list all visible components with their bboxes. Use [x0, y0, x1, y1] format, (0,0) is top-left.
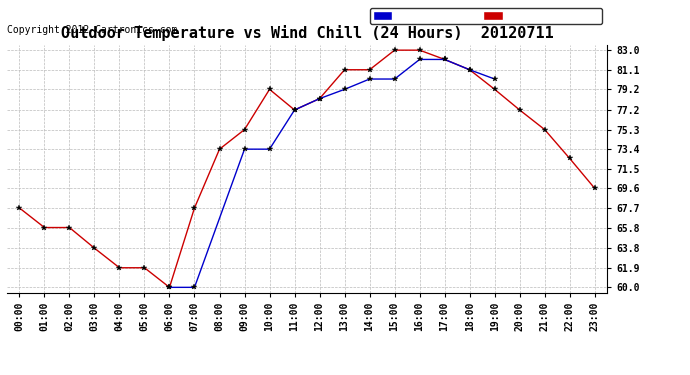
Text: Copyright 2012 Cartronics.com: Copyright 2012 Cartronics.com: [7, 25, 177, 35]
Title: Outdoor Temperature vs Wind Chill (24 Hours)  20120711: Outdoor Temperature vs Wind Chill (24 Ho…: [61, 25, 553, 41]
Legend: Wind Chill (°F), Temperature (°F): Wind Chill (°F), Temperature (°F): [370, 8, 602, 24]
